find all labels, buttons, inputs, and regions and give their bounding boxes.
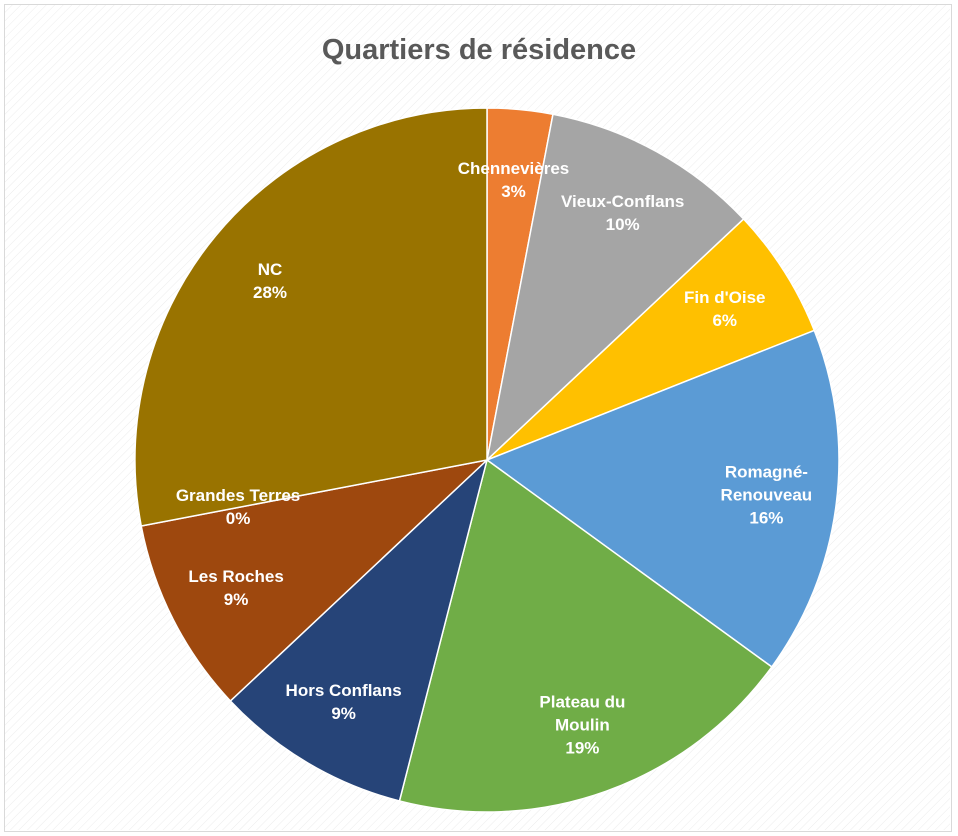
slice bbox=[398, 458, 773, 813]
slice bbox=[486, 217, 816, 461]
category-label: Hors Conflans bbox=[285, 681, 402, 701]
data-label: Fin d'Oise 6% bbox=[660, 286, 790, 332]
data-label: Hors Conflans 9% bbox=[279, 679, 409, 725]
category-label: Plateau du Moulin bbox=[539, 692, 626, 735]
slice bbox=[485, 113, 745, 463]
value-label: 6% bbox=[712, 311, 738, 331]
category-label: Vieux-Conflans bbox=[560, 192, 685, 212]
data-label: Chennevières 3% bbox=[449, 157, 579, 203]
slice bbox=[140, 458, 490, 703]
data-label: NC 28% bbox=[205, 258, 335, 304]
slice bbox=[485, 329, 840, 668]
slice bbox=[134, 107, 488, 527]
chart-frame bbox=[4, 4, 952, 832]
category-label: Romagné-Renouveau bbox=[720, 462, 813, 505]
category-label: Grandes Terres bbox=[175, 486, 301, 506]
value-label: 0% bbox=[225, 509, 251, 529]
pie bbox=[134, 107, 840, 813]
category-label: NC bbox=[257, 259, 283, 279]
chart-title: Quartiers de résidence bbox=[321, 34, 637, 66]
category-label: Fin d'Oise bbox=[684, 288, 766, 308]
value-label: 9% bbox=[331, 704, 356, 724]
value-label: 9% bbox=[223, 589, 249, 609]
category-label: Les Roches bbox=[188, 566, 284, 586]
data-label: Grandes Terres 0% bbox=[173, 484, 303, 530]
data-label: Les Roches 9% bbox=[171, 565, 301, 611]
category-label: Chennevières bbox=[457, 158, 570, 178]
data-label: Romagné-Renouveau 16% bbox=[701, 461, 831, 530]
value-label: 19% bbox=[565, 738, 600, 758]
value-label: 16% bbox=[749, 508, 784, 528]
slice bbox=[229, 457, 489, 802]
value-label: 3% bbox=[501, 181, 526, 201]
data-label: Vieux-Conflans 10% bbox=[558, 190, 688, 236]
value-label: 28% bbox=[253, 282, 288, 302]
value-label: 10% bbox=[605, 215, 640, 235]
data-label: Plateau du Moulin 19% bbox=[517, 690, 647, 759]
